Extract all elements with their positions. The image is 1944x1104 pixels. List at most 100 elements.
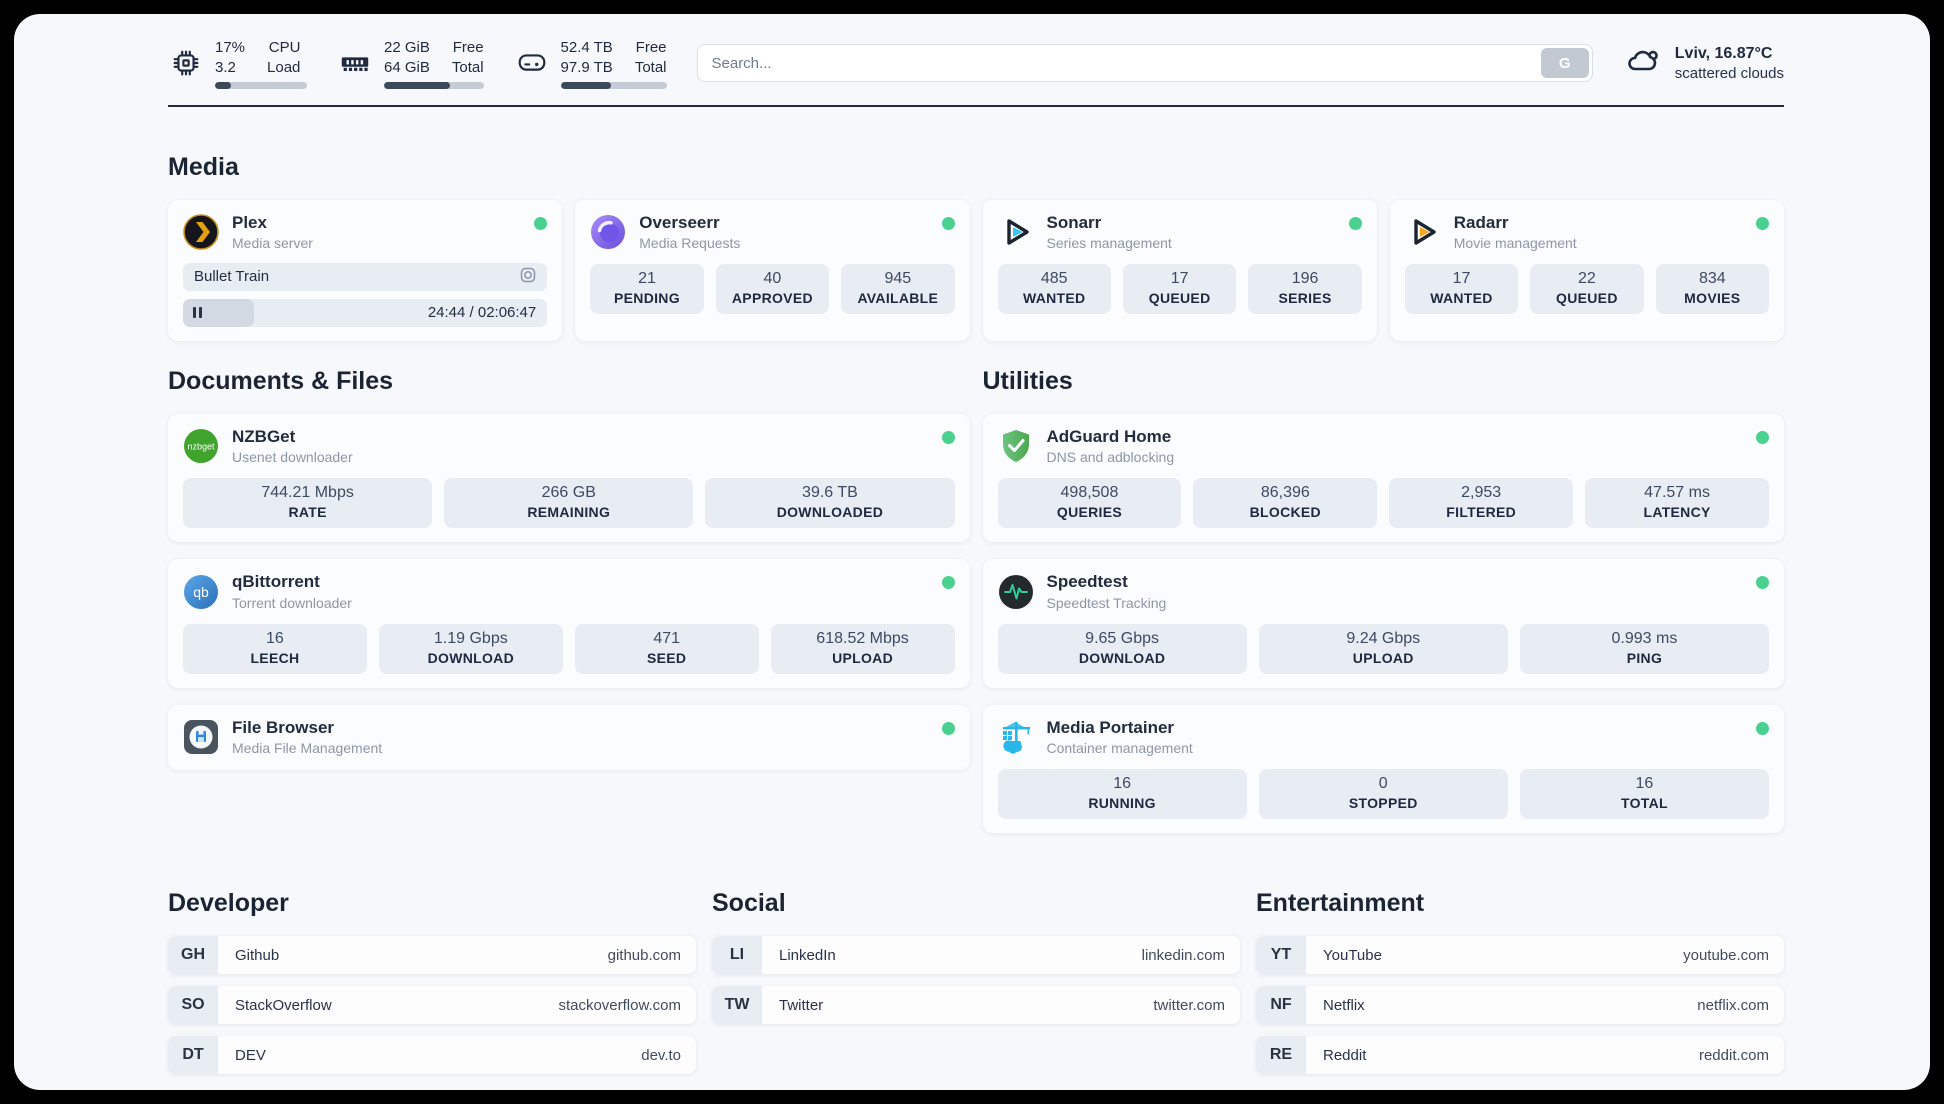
cpu-percent: 17% bbox=[215, 39, 246, 56]
search-engine-button[interactable]: G bbox=[1540, 48, 1589, 79]
storage-progress-bar bbox=[560, 81, 667, 89]
cpu-icon bbox=[168, 45, 204, 81]
status-dot-online bbox=[941, 216, 955, 230]
stat-downloaded: 39.6 TB DOWNLOADED bbox=[705, 478, 955, 529]
storage-free-label: Free bbox=[635, 39, 667, 56]
stat-queued: 17 QUEUED bbox=[1122, 263, 1237, 314]
bookmark-name: YouTube bbox=[1323, 946, 1382, 964]
stat-movies: 834 MOVIES bbox=[1655, 263, 1770, 314]
bookmark-linkedin[interactable]: LI LinkedIn linkedin.com bbox=[712, 936, 1240, 975]
app-description: Media server bbox=[232, 234, 313, 251]
app-card-radarr[interactable]: Radarr Movie management 17 WANTED 22 QUEUE… bbox=[1389, 199, 1784, 341]
bookmark-url: youtube.com bbox=[1683, 946, 1769, 964]
bookmark-dev[interactable]: DT DEV dev.to bbox=[168, 1036, 696, 1075]
section-title-documents: Documents & Files bbox=[168, 366, 394, 395]
bookmark-url: reddit.com bbox=[1698, 1046, 1769, 1064]
app-name: Plex bbox=[232, 212, 267, 232]
section-title-social: Social bbox=[712, 889, 786, 918]
stat-seed: 471 SEED bbox=[574, 623, 759, 674]
app-card-adguard[interactable]: AdGuard Home DNS and adblocking 498,508 Q… bbox=[982, 413, 1784, 543]
stat-ping: 0.993 ms PING bbox=[1519, 623, 1770, 674]
svg-text:nzbget: nzbget bbox=[187, 442, 215, 452]
now-playing-row: Bullet Train bbox=[183, 262, 548, 291]
weather-widget: Lviv, 16.87°C scattered clouds bbox=[1623, 41, 1784, 86]
search-input[interactable] bbox=[697, 54, 1541, 72]
cpu-label: CPU bbox=[268, 39, 301, 56]
status-dot-online bbox=[941, 430, 955, 444]
stat-blocked: 86,396 BLOCKED bbox=[1193, 478, 1378, 529]
memory-total-label: Total bbox=[451, 58, 484, 76]
bookmark-reddit[interactable]: RE Reddit reddit.com bbox=[1256, 1036, 1784, 1075]
status-dot-online bbox=[1348, 216, 1362, 230]
radarr-icon bbox=[1405, 214, 1441, 250]
stat-latency: 47.57 ms LATENCY bbox=[1585, 478, 1769, 529]
stat-wanted: 485 WANTED bbox=[997, 263, 1111, 314]
system-stats: 17% 3.2 CPU Load bbox=[168, 38, 667, 89]
section-title-utilities: Utilities bbox=[982, 366, 1073, 395]
app-card-speedtest[interactable]: Speedtest Speedtest Tracking 9.65 Gbps DO… bbox=[982, 559, 1784, 688]
app-card-sonarr[interactable]: Sonarr Series management 485 WANTED 17 QUE… bbox=[982, 199, 1377, 341]
app-name: Overseerr bbox=[639, 212, 720, 232]
bookmark-stackoverflow[interactable]: SO StackOverflow stackoverflow.com bbox=[168, 986, 696, 1025]
app-name: Media Portainer bbox=[1046, 717, 1175, 737]
bookmark-github[interactable]: GH Github github.com bbox=[168, 936, 696, 975]
stat-download: 1.19 Gbps DOWNLOAD bbox=[378, 623, 563, 674]
stat-filtered: 2,953 FILTERED bbox=[1389, 478, 1574, 529]
app-description: Usenet downloader bbox=[232, 449, 353, 466]
app-card-nzbget[interactable]: nzbget NZBGet Usenet downloader 744.21 M… bbox=[168, 413, 970, 543]
speedtest-icon bbox=[998, 574, 1034, 610]
bookmark-name: DEV bbox=[235, 1046, 266, 1064]
stat-running: 16 RUNNING bbox=[997, 769, 1247, 820]
now-playing-title: Bullet Train bbox=[194, 268, 270, 286]
app-description: Media Requests bbox=[639, 234, 741, 251]
memory-free-label: Free bbox=[452, 39, 484, 56]
bookmark-url: github.com bbox=[607, 946, 681, 964]
stat-wanted: 17 WANTED bbox=[1404, 263, 1519, 314]
app-name: qBittorrent bbox=[232, 572, 320, 592]
bookmark-badge: NF bbox=[1256, 986, 1306, 1025]
documents-column: Documents & Files nzbget NZBGet Usenet d… bbox=[168, 366, 970, 771]
cpu-load-value: 3.2 bbox=[215, 58, 236, 76]
storage-total-value: 97.9 TB bbox=[560, 58, 613, 76]
app-card-overseerr[interactable]: Overseerr Media Requests 21 PENDING 40 APP… bbox=[575, 199, 970, 341]
bookmark-badge: DT bbox=[168, 1036, 218, 1075]
bookmark-name: StackOverflow bbox=[235, 996, 332, 1014]
status-dot-online bbox=[1756, 216, 1769, 230]
app-card-qbittorrent[interactable]: qb qBittorrent Torrent downloader 16 LEEC… bbox=[168, 559, 970, 688]
bookmark-netflix[interactable]: NF Netflix netflix.com bbox=[1256, 986, 1784, 1025]
filebrowser-icon bbox=[183, 719, 219, 755]
stat-total: 16 TOTAL bbox=[1519, 769, 1770, 820]
sonarr-icon bbox=[998, 214, 1034, 250]
app-description: Movie management bbox=[1453, 234, 1577, 251]
header-divider bbox=[168, 104, 1784, 107]
bookmark-badge: RE bbox=[1256, 1036, 1306, 1075]
bookmark-name: Netflix bbox=[1323, 996, 1365, 1014]
app-card-portainer[interactable]: Media Portainer Container management 16 R… bbox=[982, 704, 1784, 834]
stat-queued: 22 QUEUED bbox=[1530, 263, 1644, 314]
plex-icon bbox=[183, 213, 219, 250]
dashboard-page: 17% 3.2 CPU Load bbox=[14, 14, 1930, 1090]
memory-total-value: 64 GiB bbox=[384, 58, 430, 76]
section-title-media: Media bbox=[168, 152, 239, 181]
app-card-plex[interactable]: Plex Media server Bullet Train 24:44 / 0… bbox=[168, 199, 563, 341]
qbittorrent-icon: qb bbox=[183, 574, 219, 610]
status-dot-online bbox=[1756, 721, 1769, 735]
adguard-icon bbox=[998, 428, 1034, 464]
cpu-load-label: Load bbox=[267, 58, 301, 76]
cpu-stat: 17% 3.2 CPU Load bbox=[168, 38, 307, 89]
stat-remaining: 266 GB REMAINING bbox=[444, 478, 694, 529]
nzbget-icon: nzbget bbox=[183, 428, 219, 464]
app-name: NZBGet bbox=[232, 426, 296, 446]
bookmark-url: stackoverflow.com bbox=[558, 996, 681, 1014]
bookmark-twitter[interactable]: TW Twitter twitter.com bbox=[712, 986, 1240, 1025]
storage-stat: 52.4 TB 97.9 TB Free Total bbox=[514, 38, 667, 89]
search-bar: G bbox=[696, 44, 1593, 83]
memory-free-value: 22 GiB bbox=[384, 39, 430, 56]
bookmark-name: Reddit bbox=[1323, 1046, 1367, 1064]
bookmark-url: linkedin.com bbox=[1141, 946, 1225, 964]
app-name: AdGuard Home bbox=[1046, 426, 1172, 446]
bookmark-youtube[interactable]: YT YouTube youtube.com bbox=[1256, 936, 1784, 975]
pause-button[interactable] bbox=[193, 307, 202, 319]
social-section: Social LI LinkedIn linkedin.com TW Twitt… bbox=[712, 889, 1240, 1074]
app-card-filebrowser[interactable]: File Browser Media File Management bbox=[168, 704, 970, 771]
